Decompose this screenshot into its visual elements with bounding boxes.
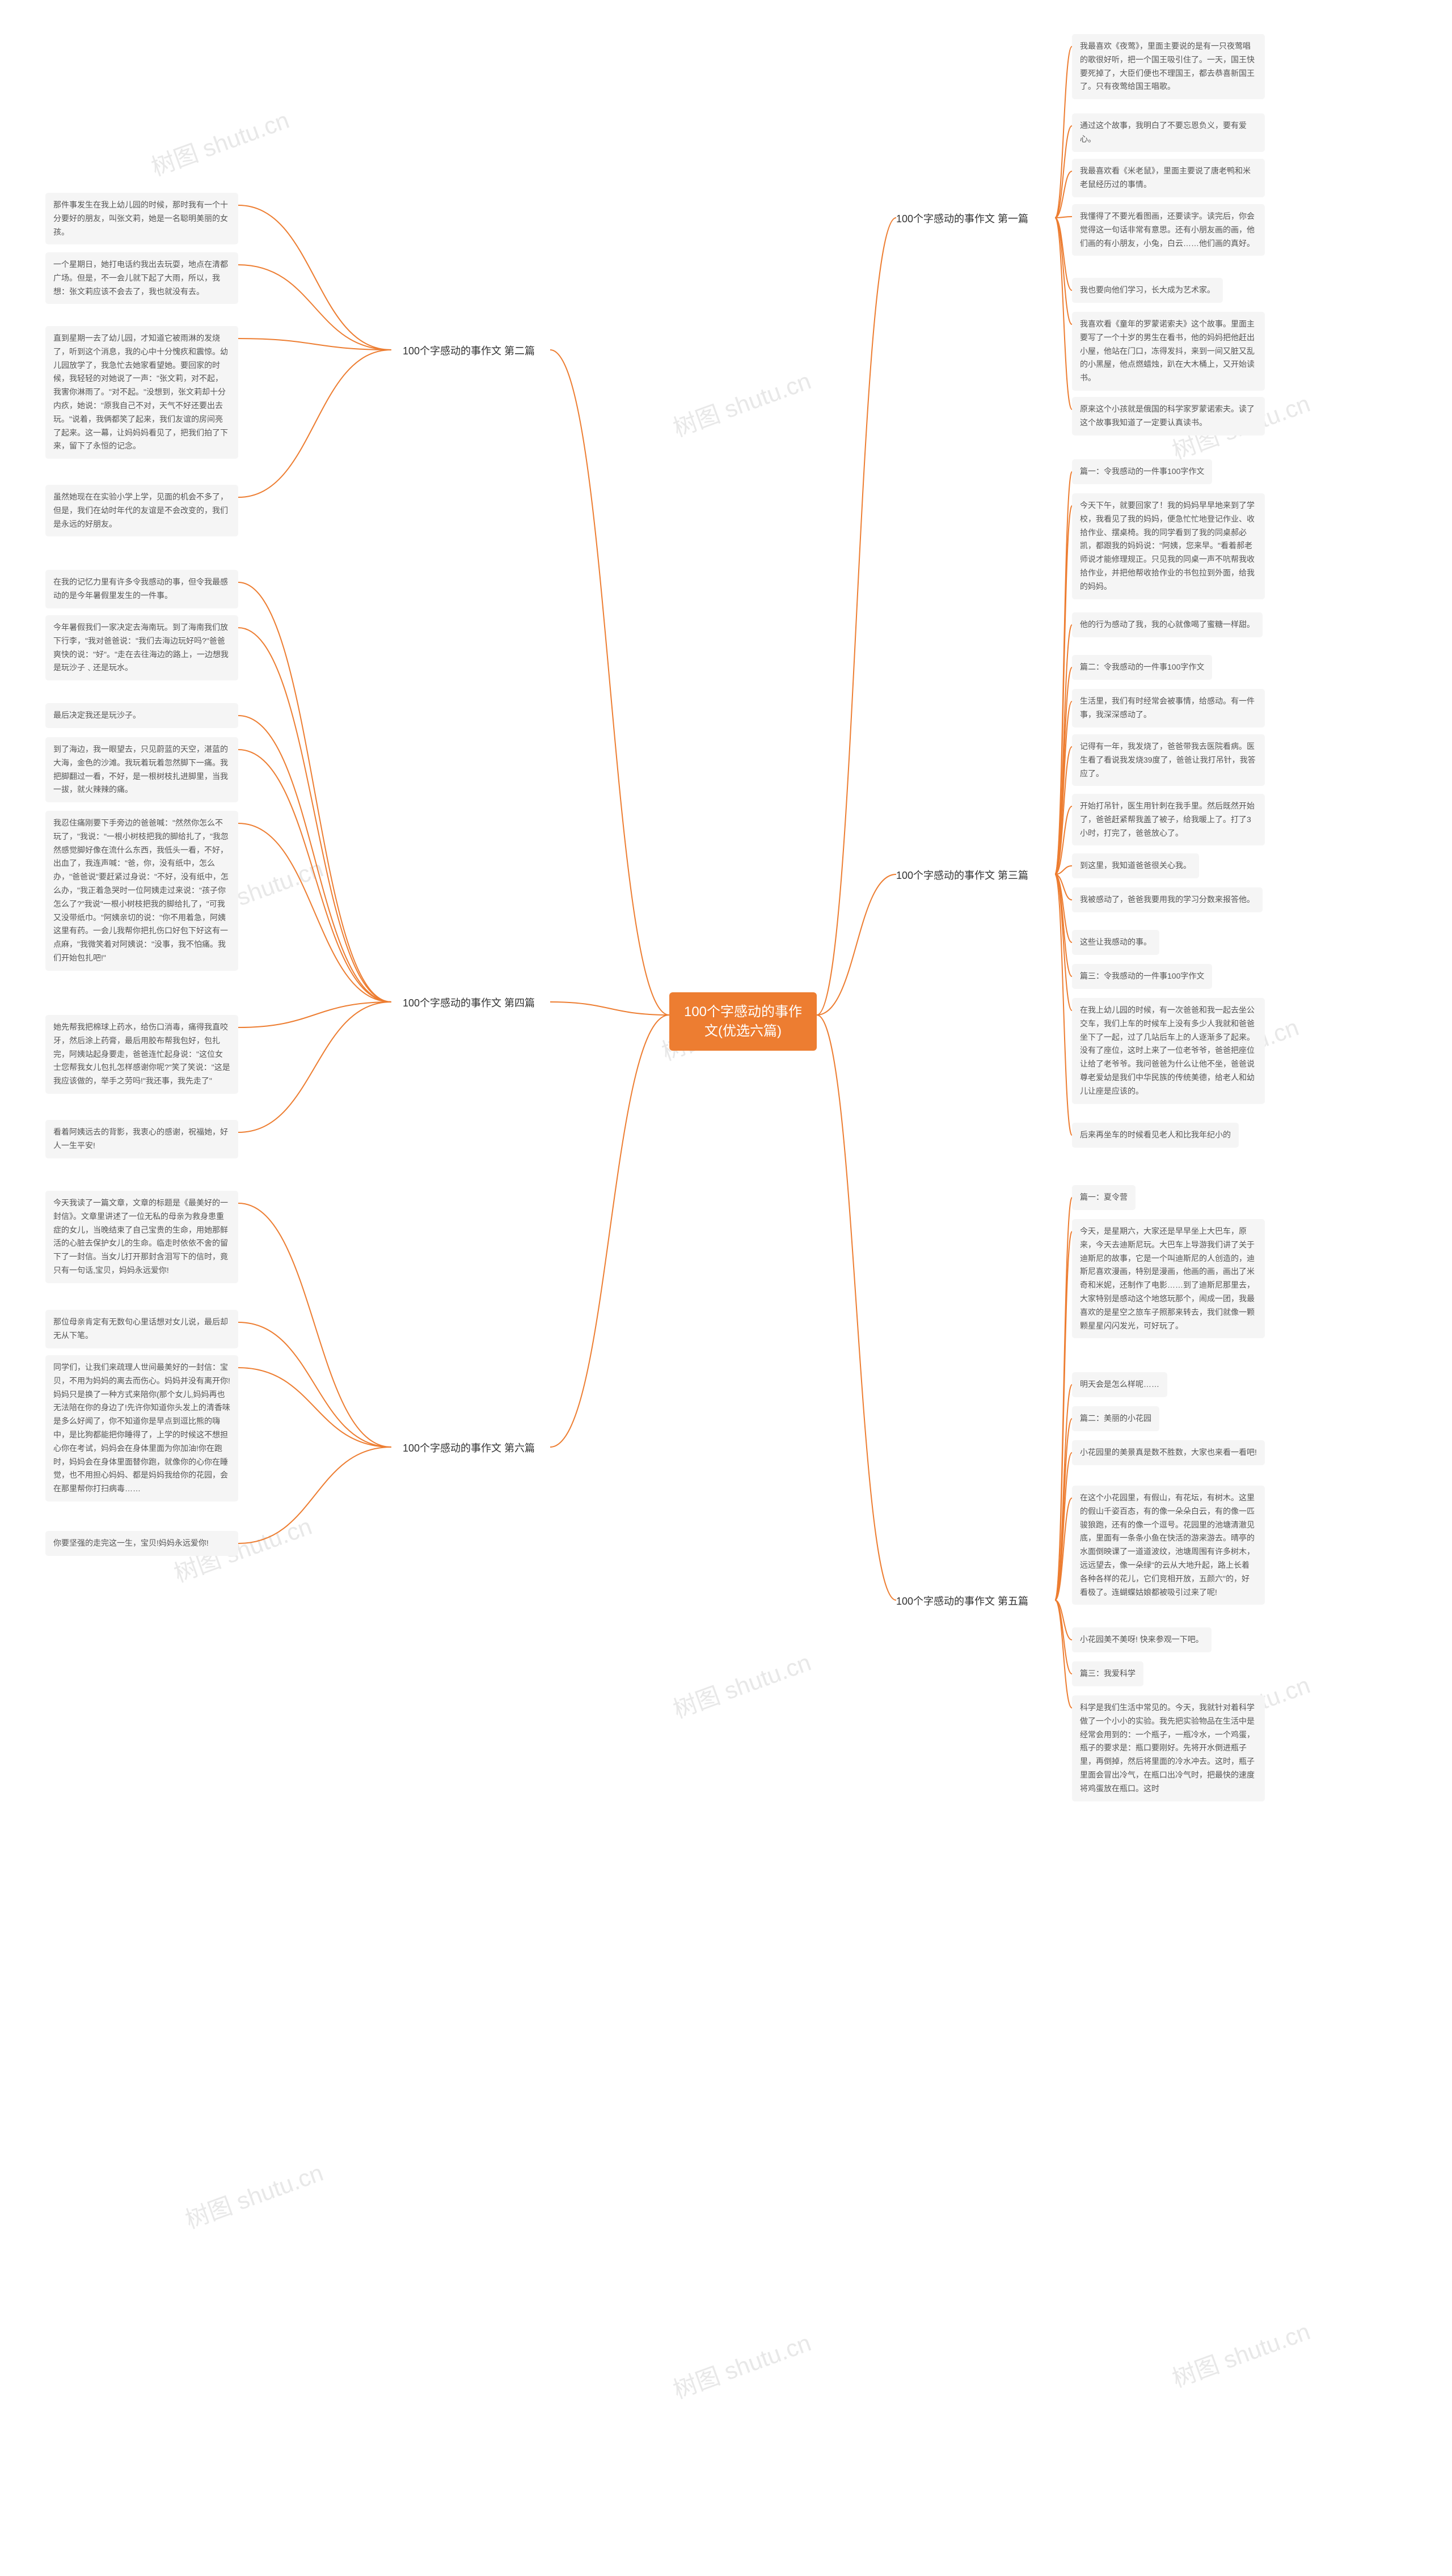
leaf-node: 小花园美不美呀! 快来参观一下吧。 [1072,1627,1212,1652]
leaf-node: 记得有一年，我发烧了，爸爸带我去医院看病。医生看了看说我发烧39度了，爸爸让我打… [1072,734,1265,786]
watermark: 树图 shutu.cn [1167,2312,1314,2394]
leaf-node: 篇二：令我感动的一件事100字作文 [1072,655,1212,680]
leaf-node: 在这个小花园里，有假山，有花坛，有树木。这里的假山千姿百态，有的像一朵朵白云，有… [1072,1486,1265,1605]
leaf-node: 篇二：美丽的小花园 [1072,1406,1159,1431]
leaf-node: 我最喜欢看《米老鼠》，里面主要说了唐老鸭和米老鼠经历过的事情。 [1072,159,1265,197]
leaf-node: 同学们，让我们来疏理人世间最美好的一封信：宝贝，不用为妈妈的离去而伤心。妈妈并没… [45,1355,238,1501]
leaf-node: 这些让我感动的事。 [1072,930,1159,955]
branch-label: 100个字感动的事作文 第六篇 [403,1440,535,1455]
leaf-node: 篇三：令我感动的一件事100字作文 [1072,964,1212,989]
leaf-node: 今天我读了一篇文章，文章的标题是《最美好的一封信》。文章里讲述了一位无私的母亲为… [45,1191,238,1283]
leaf-node: 生活里，我们有时经常会被事情，给感动。有一件事，我深深感动了。 [1072,689,1265,727]
leaf-node: 我最喜欢《夜莺》，里面主要说的是有一只夜莺唱的歌很好听，把一个国王吸引住了。一天… [1072,34,1265,99]
leaf-node: 后来再坐车的时候看见老人和比我年纪小的 [1072,1123,1239,1148]
leaf-node: 她先帮我把棉球上药水，给伤口消毒，痛得我直咬牙，然后涂上药膏，最后用胶布帮我包好… [45,1015,238,1094]
leaf-node: 最后决定我还是玩沙子。 [45,703,238,728]
watermark: 树图 shutu.cn [146,101,293,183]
leaf-node: 你要坚强的走完这一生，宝贝!妈妈永远爱你! [45,1531,238,1556]
leaf-node: 今天，是星期六，大家还是早早坐上大巴车，原来，今天去迪斯尼玩。大巴车上导游我们讲… [1072,1219,1265,1338]
leaf-node: 我被感动了，爸爸我要用我的学习分数来报答他。 [1072,887,1263,912]
branch-label: 100个字感动的事作文 第五篇 [896,1593,1028,1608]
watermark: 树图 shutu.cn [668,1643,815,1725]
leaf-node: 到了海边，我一眼望去，只见蔚蓝的天空，湛蓝的大海，金色的沙滩。我玩着玩着忽然脚下… [45,737,238,802]
leaf-node: 虽然她现在在实验小学上学，见面的机会不多了，但是，我们在幼时年代的友谊是不会改变… [45,485,238,536]
leaf-node: 一个星期日，她打电话约我出去玩耍，地点在清都广场。但是，不一会儿就下起了大雨，所… [45,252,238,304]
leaf-node: 篇一：夏令营 [1072,1185,1136,1210]
leaf-node: 今天下午，就要回家了！我的妈妈早早地来到了学校，我看见了我的妈妈，便急忙忙地登记… [1072,493,1265,599]
leaf-node: 他的行为感动了我，我的心就像喝了蜜糖一样甜。 [1072,612,1263,637]
leaf-node: 篇一：令我感动的一件事100字作文 [1072,459,1212,484]
branch-label: 100个字感动的事作文 第二篇 [403,343,535,358]
leaf-node: 小花园里的美景真是数不胜数，大家也来看一看吧! [1072,1440,1265,1465]
watermark: 树图 shutu.cn [668,2324,815,2405]
branch-label: 100个字感动的事作文 第一篇 [896,211,1028,226]
leaf-node: 原来这个小孩就是俄国的科学家罗蒙诺索夫。读了这个故事我知道了一定要认真读书。 [1072,397,1265,435]
leaf-node: 看着阿姨远去的背影，我衷心的感谢，祝福她，好人一生平安! [45,1120,238,1158]
leaf-node: 开始打吊针，医生用针刺在我手里。然后既然开始了，爸爸赶紧帮我盖了被子，给我暖上了… [1072,794,1265,845]
leaf-node: 明天会是怎么样呢…… [1072,1372,1167,1397]
leaf-node: 我忍住痛刚要下手旁边的爸爸喊："然然你怎么不玩了，"我说："一根小树枝把我的脚给… [45,811,238,971]
leaf-node: 我喜欢看《童年的罗蒙诺索夫》这个故事。里面主要写了一个十岁的男生在看书，他的妈妈… [1072,312,1265,391]
leaf-node: 科学是我们生活中常见的。今天，我就针对着科学做了一个小小的实验。我先把实验物品在… [1072,1695,1265,1801]
leaf-node: 直到星期一去了幼儿园，才知道它被雨淋的发烧了，听到这个消息，我的心中十分愧疚和震… [45,326,238,459]
leaf-node: 今年暑假我们一家决定去海南玩。到了海南我们放下行李，"我对爸爸说："我们去海边玩… [45,615,238,680]
leaf-node: 到这里，我知道爸爸很关心我。 [1072,853,1199,878]
watermark: 树图 shutu.cn [180,2154,327,2235]
branch-label: 100个字感动的事作文 第三篇 [896,868,1028,882]
leaf-node: 那位母亲肯定有无数句心里话想对女儿说，最后却无从下笔。 [45,1310,238,1348]
center-node: 100个字感动的事作文(优选六篇) [669,992,817,1051]
leaf-node: 通过这个故事，我明白了不要忘恩负义，要有爱心。 [1072,113,1265,152]
branch-label: 100个字感动的事作文 第四篇 [403,995,535,1010]
leaf-node: 篇三：我爱科学 [1072,1661,1143,1686]
watermark: 树图 shutu.cn [668,362,815,443]
center-title: 100个字感动的事作文(优选六篇) [684,1004,802,1039]
leaf-node: 那件事发生在我上幼儿园的时候，那时我有一个十分要好的朋友，叫张文莉，她是一名聪明… [45,193,238,244]
leaf-node: 我懂得了不要光看图画，还要读字。读完后，你会觉得这一句话非常有意思。还有小朋友画… [1072,204,1265,256]
leaf-node: 在我上幼儿园的时候，有一次爸爸和我一起去坐公交车，我们上车的时候车上没有多少人我… [1072,998,1265,1104]
leaf-node: 我也要向他们学习，长大成为艺术家。 [1072,278,1223,303]
leaf-node: 在我的记忆力里有许多令我感动的事，但令我最感动的是今年暑假里发生的一件事。 [45,570,238,608]
